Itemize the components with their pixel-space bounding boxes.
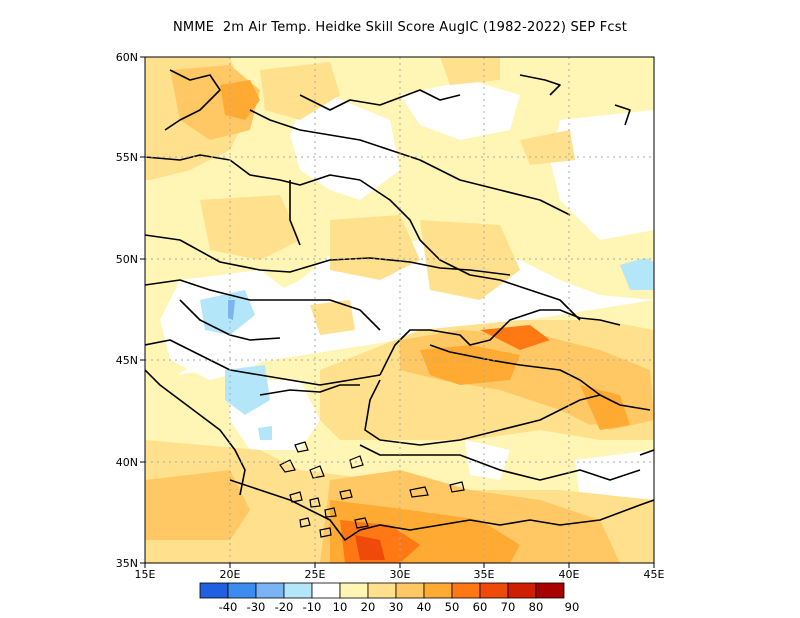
colorbar-label: -30	[247, 600, 266, 614]
colorbar-swatch	[423, 582, 453, 599]
colorbar-swatch	[283, 582, 313, 599]
axis-ticks	[140, 56, 655, 568]
colorbar-swatch	[535, 582, 565, 599]
lat-label: 45N	[116, 354, 138, 367]
colorbar-swatch	[255, 582, 285, 599]
colorbar-swatch	[479, 582, 509, 599]
lon-labels: 15E 20E 25E 30E 35E 40E 45E	[135, 568, 665, 581]
lon-label: 25E	[305, 568, 326, 581]
colorbar-label: 40	[417, 600, 432, 614]
colorbar-label: 90	[565, 600, 580, 614]
lon-label: 40E	[559, 568, 580, 581]
lat-label: 50N	[116, 253, 138, 266]
colorbar: -40 -30 -20 -10 10 20 30 40 50 60 70 80 …	[199, 582, 580, 614]
colorbar-label: -40	[219, 600, 238, 614]
colorbar-label: 30	[389, 600, 404, 614]
colorbar-swatch	[339, 582, 369, 599]
lat-labels: 60N 55N 50N 45N 40N 35N	[116, 51, 138, 570]
colorbar-label: 60	[473, 600, 488, 614]
graticule	[145, 57, 654, 563]
colorbar-label: 20	[361, 600, 376, 614]
lon-label: 20E	[220, 568, 241, 581]
lat-label: 40N	[116, 456, 138, 469]
colorbar-label: 50	[445, 600, 460, 614]
colorbar-label: 80	[529, 600, 544, 614]
lon-label: 45E	[644, 568, 665, 581]
lon-label: 35E	[474, 568, 495, 581]
lon-label: 15E	[135, 568, 156, 581]
colorbar-label: -10	[303, 600, 322, 614]
lon-label: 30E	[390, 568, 411, 581]
chart-title: NMME 2m Air Temp. Heidke Skill Score Aug…	[172, 20, 627, 35]
colorbar-swatch	[199, 582, 229, 599]
lat-label: 55N	[116, 151, 138, 164]
colorbar-label: 10	[333, 600, 348, 614]
colorbar-swatch	[395, 582, 425, 599]
colorbar-label: 70	[501, 600, 516, 614]
colorbar-swatch	[367, 582, 397, 599]
colorbar-swatch	[451, 582, 481, 599]
coastlines-borders	[145, 69, 654, 541]
lat-label: 60N	[116, 51, 138, 64]
colorbar-label: -20	[275, 600, 294, 614]
colorbar-swatch	[311, 582, 341, 599]
colorbar-swatch	[507, 582, 537, 599]
colorbar-swatch	[227, 582, 257, 599]
aegean-islands	[279, 441, 465, 538]
lat-label: 35N	[116, 557, 138, 570]
